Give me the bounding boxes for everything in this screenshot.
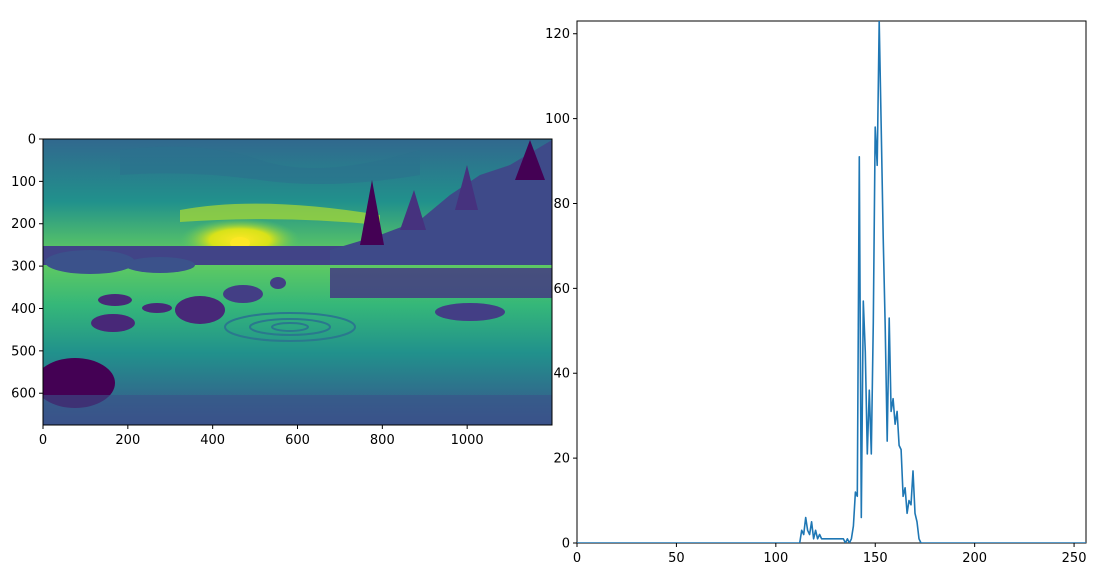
y-tick-label: 300 bbox=[11, 260, 36, 275]
histogram-line bbox=[577, 21, 1086, 543]
x-tick-label: 250 bbox=[1062, 551, 1087, 566]
y-tick-label: 100 bbox=[11, 175, 36, 190]
histogram-axes: 0 50 100 150 200 250 0 20 40 60 80 100 120 bbox=[545, 20, 1087, 566]
x-tick-label: 800 bbox=[370, 433, 395, 448]
y-tick-label: 0 bbox=[28, 133, 36, 148]
x-tick-label: 0 bbox=[573, 551, 581, 566]
x-tick-label: 0 bbox=[39, 433, 47, 448]
y-tick-label: 400 bbox=[11, 302, 36, 317]
y-tick-label: 40 bbox=[553, 367, 570, 382]
x-tick-label: 600 bbox=[285, 433, 310, 448]
y-tick-label: 200 bbox=[11, 217, 36, 232]
x-tick-label: 200 bbox=[962, 551, 987, 566]
image-axes: 0 200 400 600 800 1000 0 100 200 300 400 500 600 bbox=[11, 133, 553, 448]
y-tick-label: 600 bbox=[11, 387, 36, 402]
y-tick-label: 500 bbox=[11, 344, 36, 359]
plot-frame bbox=[576, 20, 1087, 544]
image-y-ticks: 0 100 200 300 400 500 600 bbox=[11, 133, 43, 402]
x-tick-label: 1000 bbox=[451, 433, 484, 448]
image-heatmap bbox=[43, 139, 552, 425]
y-tick-label: 120 bbox=[545, 27, 570, 42]
histogram-marks bbox=[577, 21, 1086, 543]
histogram-y-ticks: 0 20 40 60 80 100 120 bbox=[545, 27, 577, 552]
y-tick-label: 100 bbox=[545, 112, 570, 127]
y-tick-label: 80 bbox=[553, 197, 570, 212]
x-tick-label: 50 bbox=[668, 551, 685, 566]
y-tick-label: 60 bbox=[553, 282, 570, 297]
x-tick-label: 100 bbox=[763, 551, 788, 566]
x-tick-label: 400 bbox=[200, 433, 225, 448]
x-tick-label: 200 bbox=[115, 433, 140, 448]
image-x-ticks: 0 200 400 600 800 1000 bbox=[39, 425, 484, 448]
y-tick-label: 0 bbox=[562, 537, 570, 552]
x-tick-label: 150 bbox=[863, 551, 888, 566]
histogram-x-ticks: 0 50 100 150 200 250 bbox=[573, 543, 1087, 566]
y-tick-label: 20 bbox=[553, 452, 570, 467]
